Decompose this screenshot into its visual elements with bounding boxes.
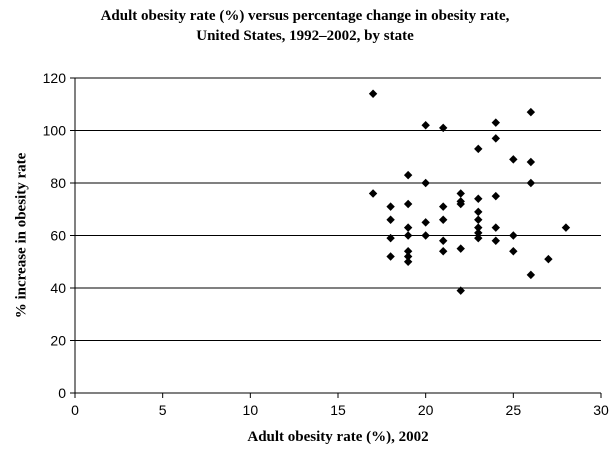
data-point (491, 118, 500, 127)
data-point (421, 218, 430, 227)
data-point (386, 233, 395, 243)
data-point (439, 247, 448, 256)
x-tick-label: 25 (506, 402, 522, 418)
data-point (403, 223, 413, 232)
data-point (421, 121, 430, 130)
tick-labels: 0 20 40 60 80 100 120 0 5 10 15 20 25 30 (43, 70, 609, 418)
data-point (544, 254, 553, 264)
data-point (474, 207, 483, 217)
data-point (474, 223, 483, 232)
data-point (474, 215, 483, 224)
data-point (491, 191, 500, 201)
data-point (526, 270, 536, 280)
data-point (509, 247, 518, 256)
data-point (386, 215, 395, 224)
x-tick-label: 20 (418, 402, 434, 418)
data-point (509, 155, 518, 164)
data-point (526, 107, 536, 117)
data-point (368, 89, 378, 98)
data-point (386, 252, 395, 261)
x-tick-label: 10 (243, 402, 259, 418)
axes (70, 77, 602, 398)
data-point (439, 215, 448, 224)
data-point (403, 199, 413, 209)
data-point (474, 144, 483, 154)
chart-title-line-1: Adult obesity rate (%) versus percentage… (100, 8, 510, 24)
y-tick-label: 80 (50, 175, 66, 191)
data-point (474, 228, 483, 238)
gridlines (75, 77, 601, 341)
data-point (439, 123, 448, 133)
chart-title-line-2: United States, 1992–2002, by state (196, 28, 414, 44)
data-point (403, 247, 413, 256)
y-tick-label: 40 (50, 280, 66, 296)
y-axis-title: % increase in obesity rate (13, 152, 29, 318)
y-tick-label: 60 (50, 228, 66, 244)
y-tick-label: 100 (43, 123, 67, 139)
data-point (386, 202, 395, 211)
x-tick-label: 5 (159, 402, 167, 418)
data-point (403, 257, 413, 266)
data-point (491, 223, 500, 232)
data-points (368, 89, 571, 295)
x-tick-label: 0 (71, 402, 79, 418)
data-point (526, 157, 536, 167)
y-tick-label: 0 (58, 385, 66, 401)
data-point (439, 236, 448, 245)
data-point (421, 178, 430, 188)
data-point (456, 244, 465, 253)
data-point (474, 233, 483, 243)
data-point (456, 199, 465, 209)
x-tick-label: 15 (330, 402, 346, 418)
data-point (421, 231, 430, 240)
data-point (509, 231, 518, 240)
data-point (526, 178, 536, 188)
data-point (456, 189, 465, 198)
data-point (403, 231, 413, 240)
x-axis-title: Adult obesity rate (%), 2002 (247, 429, 428, 445)
data-point (439, 202, 448, 211)
x-tick-label: 30 (593, 402, 609, 418)
y-tick-label: 120 (43, 70, 67, 86)
data-point (368, 189, 378, 198)
data-point (491, 236, 500, 245)
data-point (403, 252, 413, 261)
y-tick-label: 20 (50, 333, 66, 349)
data-point (561, 223, 571, 232)
data-point (491, 134, 500, 143)
data-point (474, 194, 483, 203)
data-point (456, 286, 465, 295)
data-point (403, 170, 413, 180)
